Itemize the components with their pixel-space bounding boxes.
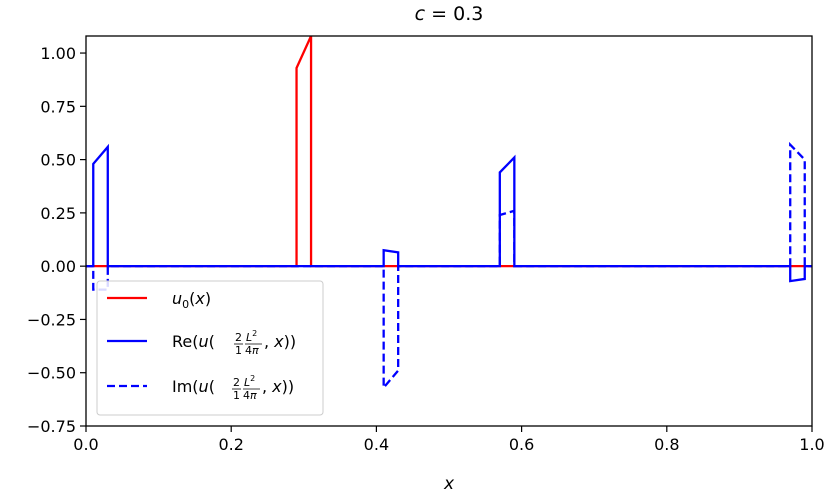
legend-label-re-tail: , x)): [264, 332, 296, 351]
legend-label-im-tail: , x)): [262, 377, 294, 396]
svg-text:1: 1: [233, 389, 240, 402]
y-tick-label: 0.25: [40, 204, 76, 223]
legend-fraction-im: 2 1 L2 4π: [232, 374, 260, 402]
y-tick-label: 0.75: [40, 97, 76, 116]
svg-text:L2: L2: [244, 374, 255, 389]
series-u0-line: [86, 36, 812, 268]
x-axis-label: x: [443, 474, 455, 494]
legend-label-im: Im(u(: [172, 377, 215, 396]
legend: u0(x) Re(u( 2 1 L2 4π , x)) Im(u( 2 1 L2…: [96, 280, 324, 416]
svg-text:2: 2: [235, 331, 242, 344]
svg-text:1: 1: [235, 344, 242, 357]
legend-fraction-re: 2 1 L2 4π: [234, 329, 262, 357]
chart-title: c = 0.3: [415, 3, 484, 25]
x-tick-label: 0.0: [73, 435, 98, 454]
svg-text:2: 2: [233, 376, 240, 389]
svg-text:4π: 4π: [245, 344, 259, 357]
y-tick-label: −0.50: [27, 364, 76, 383]
legend-label-re: Re(u(: [172, 332, 215, 351]
x-tick-label: 0.2: [218, 435, 243, 454]
plot-frame: [85, 35, 813, 427]
legend-box: [96, 280, 324, 416]
y-tick-label: −0.75: [27, 417, 76, 436]
series-re-line: [86, 143, 812, 283]
x-tick-label: 0.6: [509, 435, 534, 454]
y-tick-label: 1.00: [40, 44, 76, 63]
tick-group: 0.0 0.2 0.4 0.6 0.8 1.0 1.00 0.75 0.50 0.25 0.00 −0…: [27, 44, 825, 454]
svg-text:4π: 4π: [243, 389, 257, 402]
y-tick-label: 0.00: [40, 257, 76, 276]
y-tick-label: 0.50: [40, 151, 76, 170]
svg-text:L2: L2: [246, 329, 257, 344]
x-tick-label: 0.4: [364, 435, 389, 454]
x-tick-label: 0.8: [654, 435, 679, 454]
x-tick-label: 1.0: [799, 435, 824, 454]
legend-label-u0: u0(x): [172, 289, 211, 311]
y-tick-label: −0.25: [27, 310, 76, 329]
